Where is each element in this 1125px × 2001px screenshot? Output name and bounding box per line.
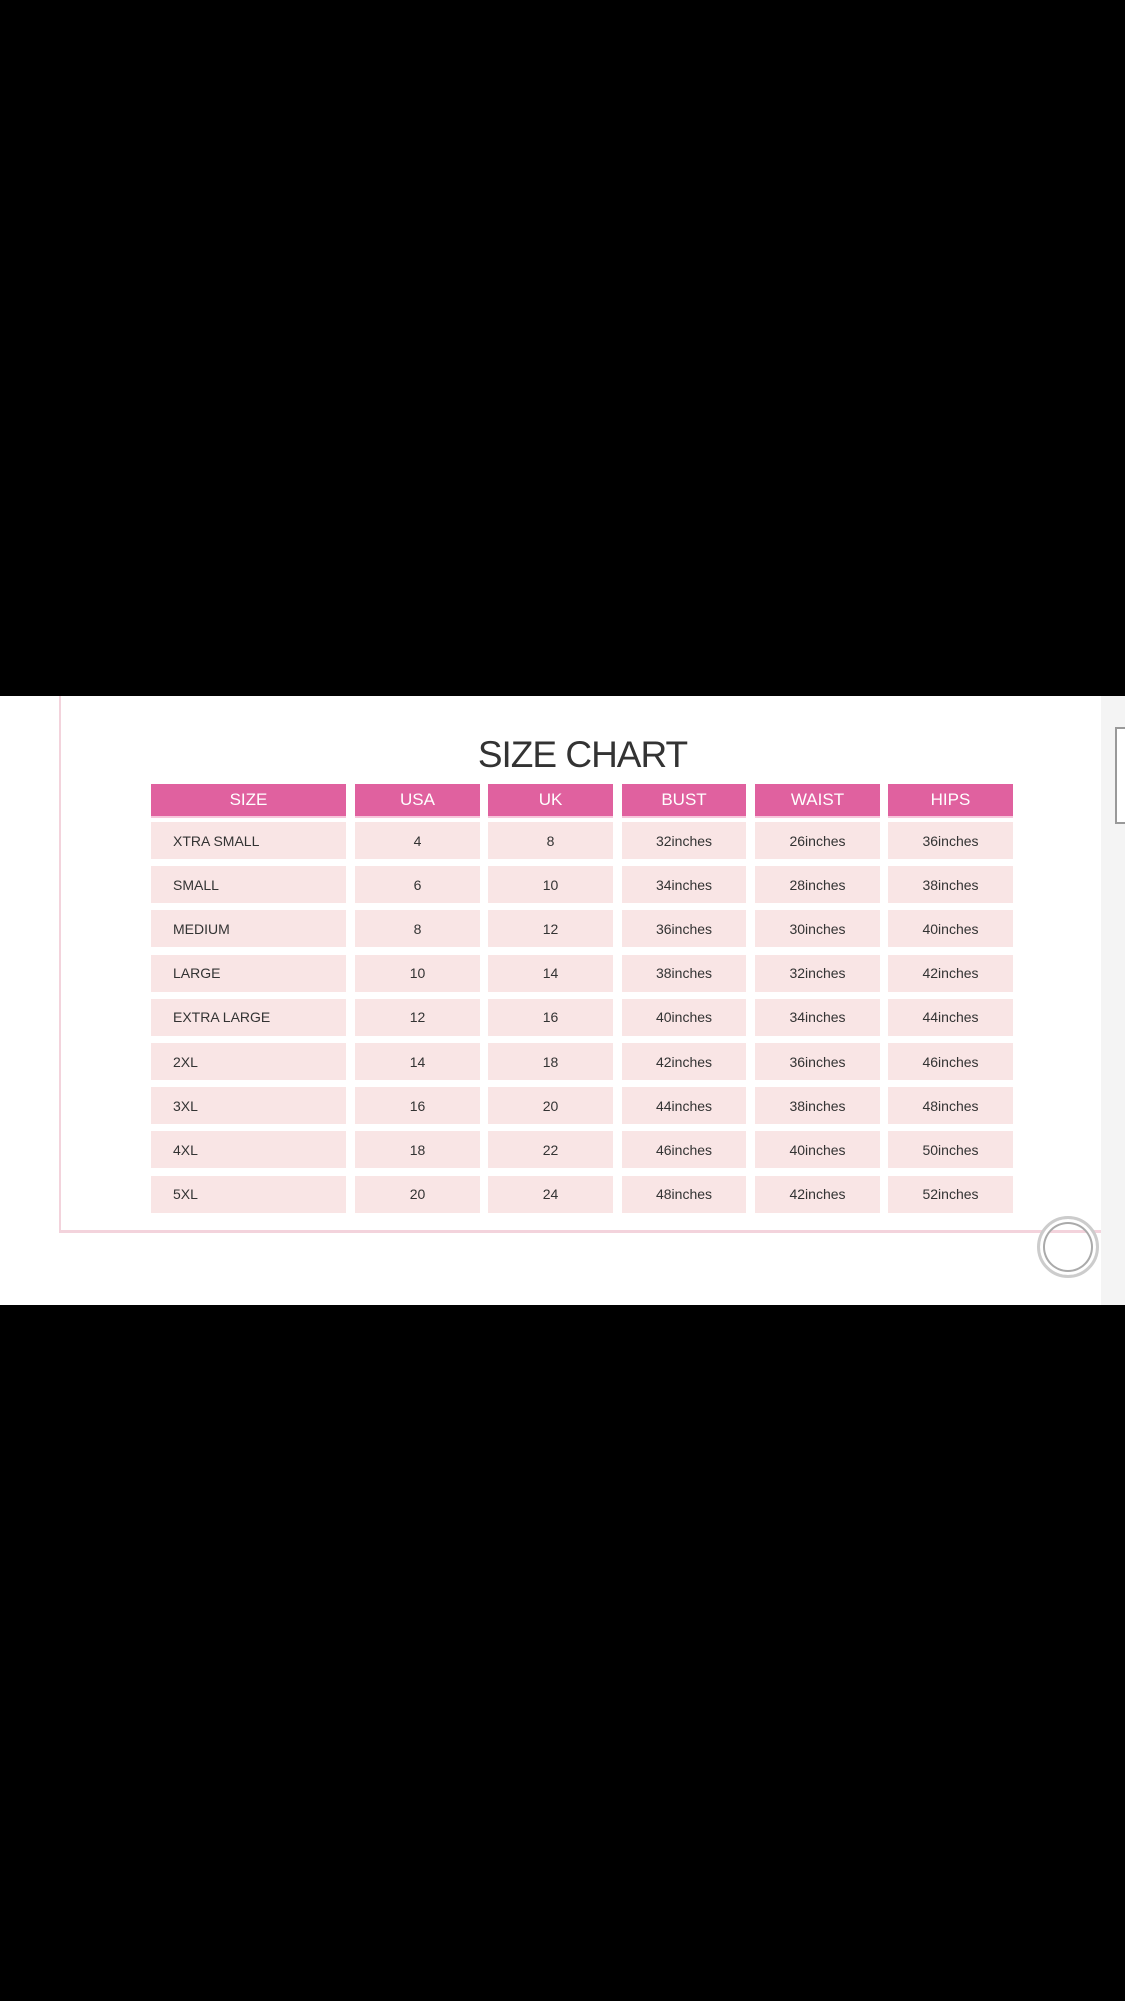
table-row: MEDIUM 8 12 36inches 30inches 40inches (151, 910, 1013, 948)
table-cell: 36inches (888, 822, 1013, 859)
table-cell: 12 (488, 910, 613, 948)
table-cell: 16 (488, 998, 613, 1036)
column-header: WAIST (755, 784, 880, 818)
chart-frame (59, 696, 1101, 1233)
table-cell: 16 (355, 1087, 480, 1125)
table-cell: 14 (355, 1043, 480, 1080)
column-header: USA (355, 784, 480, 818)
circle-home-icon[interactable] (1037, 1216, 1099, 1278)
table-cell: 36inches (622, 910, 746, 948)
table-cell: 34inches (622, 866, 746, 904)
table-cell: 42inches (622, 1043, 746, 1080)
table-cell: 14 (488, 954, 613, 992)
table-cell: 40inches (888, 910, 1013, 948)
table-cell: 2XL (151, 1043, 346, 1080)
table-cell: 46inches (888, 1043, 1013, 1080)
table-cell: 4 (355, 822, 480, 859)
table-cell: 46inches (622, 1131, 746, 1169)
table-cell: 42inches (888, 954, 1013, 992)
table-cell: 36inches (755, 1043, 880, 1080)
table-cell: 30inches (755, 910, 880, 948)
table-cell: 18 (488, 1043, 613, 1080)
table-cell: 48inches (622, 1175, 746, 1213)
table-cell: EXTRA LARGE (151, 998, 346, 1036)
table-row: 5XL 20 24 48inches 42inches 52inches (151, 1175, 1013, 1213)
table-cell: 20 (355, 1175, 480, 1213)
table-cell: 26inches (755, 822, 880, 859)
table-cell: 34inches (755, 998, 880, 1036)
table-cell: 3XL (151, 1087, 346, 1125)
table-cell: SMALL (151, 866, 346, 904)
table-cell: 22 (488, 1131, 613, 1169)
table-cell: 38inches (888, 866, 1013, 904)
table-cell: 5XL (151, 1175, 346, 1213)
table-cell: 4XL (151, 1131, 346, 1169)
table-cell: 38inches (755, 1087, 880, 1125)
table-cell: 50inches (888, 1131, 1013, 1169)
table-cell: 40inches (622, 998, 746, 1036)
table-cell: 10 (355, 954, 480, 992)
table-row: 2XL 14 18 42inches 36inches 46inches (151, 1043, 1013, 1080)
table-row: 4XL 18 22 46inches 40inches 50inches (151, 1131, 1013, 1169)
column-header: SIZE (151, 784, 346, 818)
table-cell: 32inches (622, 822, 746, 859)
table-cell: 48inches (888, 1087, 1013, 1125)
side-handle[interactable] (1115, 727, 1125, 824)
table-row: 3XL 16 20 44inches 38inches 48inches (151, 1087, 1013, 1125)
table-cell: 10 (488, 866, 613, 904)
table-row: XTRA SMALL 4 8 32inches 26inches 36inches (151, 822, 1013, 859)
table-cell: 24 (488, 1175, 613, 1213)
column-header: BUST (622, 784, 746, 818)
column-header: HIPS (888, 784, 1013, 818)
table-cell: 40inches (755, 1131, 880, 1169)
table-cell: 32inches (755, 954, 880, 992)
table-cell: 44inches (888, 998, 1013, 1036)
chart-title: SIZE CHART (477, 734, 688, 775)
table-cell: LARGE (151, 954, 346, 992)
table-row: EXTRA LARGE 12 16 40inches 34inches 44inches (151, 998, 1013, 1036)
table-cell: 20 (488, 1087, 613, 1125)
table-row: SMALL 6 10 34inches 28inches 38inches (151, 866, 1013, 904)
size-chart-image: SIZE CHART SIZE USA UK BUST WAIST HIPS XTRA SM… (0, 696, 1125, 1305)
table-cell: XTRA SMALL (151, 822, 346, 859)
table-row: LARGE 10 14 38inches 32inches 42inches (151, 954, 1013, 992)
table-cell: 6 (355, 866, 480, 904)
header-row: SIZE USA UK BUST WAIST HIPS (151, 784, 1013, 821)
table-cell: 44inches (622, 1087, 746, 1125)
table-cell: 28inches (755, 866, 880, 904)
table-cell: 12 (355, 998, 480, 1036)
table-cell: 18 (355, 1131, 480, 1169)
table-cell: MEDIUM (151, 910, 346, 948)
table-cell: 38inches (622, 954, 746, 992)
column-header: UK (488, 784, 613, 818)
table-cell: 8 (488, 822, 613, 859)
table-cell: 8 (355, 910, 480, 948)
table-cell: 42inches (755, 1175, 880, 1213)
table-cell: 52inches (888, 1175, 1013, 1213)
